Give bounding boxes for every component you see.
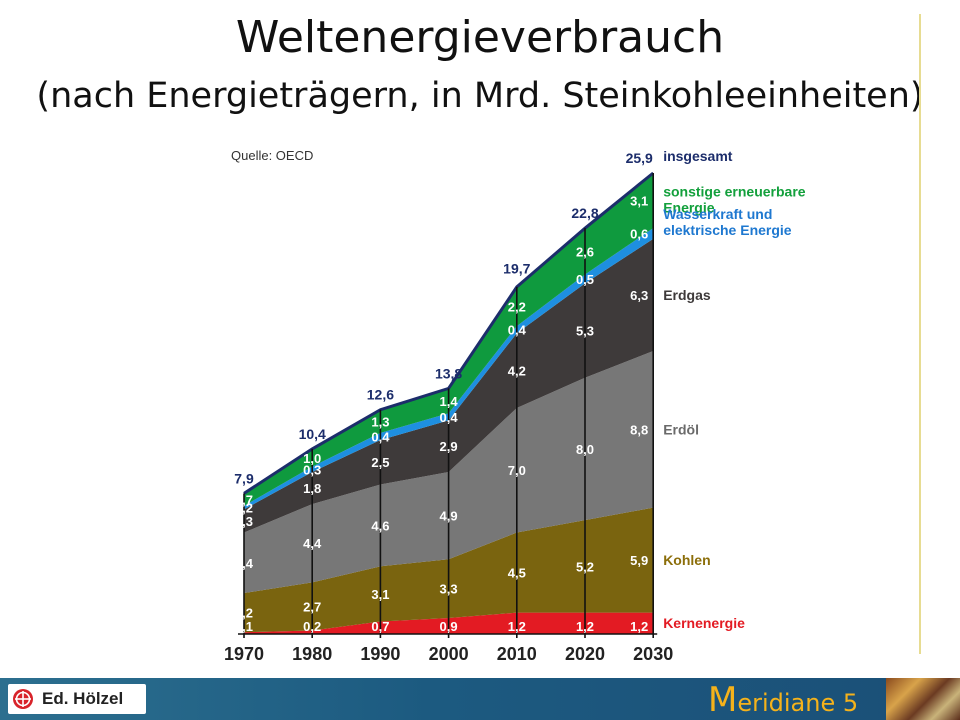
value-label-4-1970: 0,2 <box>235 501 253 516</box>
x-tick-2010: 2010 <box>497 644 537 664</box>
value-label-4-2030: 0,6 <box>630 227 648 242</box>
chart-subtitle: (nach Energieträgern, in Mrd. Steinkohle… <box>36 76 924 116</box>
year-separators <box>238 173 658 638</box>
value-label-5-1980: 1,0 <box>303 451 321 466</box>
legend-entry-3-0: Erdgas <box>663 287 711 303</box>
chart-title: Weltenergieverbrauch <box>235 12 725 63</box>
x-axis-ticks: 1970 1980 1990 2000 2010 2020 2030 <box>224 644 673 664</box>
x-tick-2000: 2000 <box>429 644 469 664</box>
publisher-name: Ed. Hölzel <box>42 689 124 708</box>
total-label-2030: 25,9 <box>626 150 653 166</box>
value-label-0-2030: 1,2 <box>630 619 648 634</box>
stacked-area-chart: Quelle: OECD 0,1 0,2 0,7 0,9 1,2 1,2 1,22,2 2,7… <box>224 148 806 664</box>
total-label-2000: 13,8 <box>435 365 462 381</box>
footer-bar: Ed. Hölzel Meridiane 5 <box>0 678 960 720</box>
value-label-5-2000: 1,4 <box>440 394 459 409</box>
value-label-3-2010: 4,2 <box>508 364 526 379</box>
value-label-1-2000: 3,3 <box>440 582 458 597</box>
legend-entry-5-0: Kohlen <box>663 552 710 568</box>
value-label-4-1990: 0,4 <box>371 429 390 444</box>
value-label-1-1990: 3,1 <box>371 587 389 602</box>
total-label-1990: 12,6 <box>367 387 394 403</box>
value-label-1-2020: 5,2 <box>576 559 594 574</box>
legend-entry-2-1: elektrische Energie <box>663 222 792 238</box>
value-label-3-1970: 1,3 <box>235 514 253 529</box>
value-label-0-2010: 1,2 <box>508 619 526 634</box>
brand-name: eridiane 5 <box>737 689 859 717</box>
slide-border-line <box>919 14 921 654</box>
value-label-0-1980: 0,2 <box>303 619 321 634</box>
legend-entry-4-0: Erdöl <box>663 421 699 437</box>
value-label-0-2020: 1,2 <box>576 619 594 634</box>
area-erdgas <box>244 238 654 533</box>
value-label-4-2020: 0,5 <box>576 272 594 287</box>
value-labels: 0,1 0,2 0,7 0,9 1,2 1,2 1,22,2 2,73,1 3,34,5 5,2 5… <box>235 194 648 634</box>
value-label-3-2030: 6,3 <box>630 288 648 303</box>
value-label-2-1970: 3,4 <box>235 556 254 571</box>
x-tick-2020: 2020 <box>565 644 605 664</box>
brand-initial: M <box>708 680 738 720</box>
value-label-2-2020: 8,0 <box>576 442 594 457</box>
x-tick-1980: 1980 <box>292 644 332 664</box>
x-tick-1990: 1990 <box>360 644 400 664</box>
value-label-3-1990: 2,5 <box>371 455 389 470</box>
legend-entry-2-0: Wasserkraft und <box>663 206 772 222</box>
total-label-1970: 7,9 <box>234 470 254 486</box>
value-label-5-2030: 3,1 <box>630 194 648 209</box>
legend-entry-0-0: insgesamt <box>663 148 733 164</box>
x-tick-2030: 2030 <box>633 644 673 664</box>
value-label-3-1980: 1,8 <box>303 481 321 496</box>
legend: insgesamt sonstige erneuerbareEnergieWass… <box>663 148 806 631</box>
legend-entry-1-1: Energie <box>663 200 715 216</box>
value-label-2-1990: 4,6 <box>371 518 389 533</box>
total-label-2010: 19,7 <box>503 260 530 276</box>
source-label: Quelle: OECD <box>231 148 313 163</box>
legend-entry-6-0: Kernenergie <box>663 615 745 631</box>
value-label-2-2010: 7,0 <box>508 463 526 478</box>
value-label-1-2010: 4,5 <box>508 566 526 581</box>
footer-decoration-image <box>886 678 960 720</box>
series-brand: Meridiane 5 <box>708 680 858 720</box>
value-label-1-2030: 5,9 <box>630 553 648 568</box>
legend-entry-1-0: sonstige erneuerbare <box>663 184 806 200</box>
value-label-4-1980: 0,3 <box>303 462 321 477</box>
value-label-5-2020: 2,6 <box>576 244 594 259</box>
publisher-logo: Ed. Hölzel <box>8 684 146 714</box>
value-label-4-2010: 0,4 <box>508 323 527 338</box>
value-label-5-1990: 1,3 <box>371 414 389 429</box>
value-label-0-1970: 0,1 <box>235 619 253 634</box>
value-label-2-1980: 4,4 <box>303 536 322 551</box>
value-label-0-1990: 0,7 <box>371 619 389 634</box>
value-label-5-2010: 2,2 <box>508 299 526 314</box>
area-wasserkraft-und-elektrische-energie <box>244 228 654 510</box>
total-label-2020: 22,8 <box>571 205 598 221</box>
value-label-1-1970: 2,2 <box>235 606 253 621</box>
value-label-4-2000: 0,4 <box>440 410 459 425</box>
value-label-2-2030: 8,8 <box>630 422 648 437</box>
publisher-emblem-icon <box>13 689 33 709</box>
x-tick-1970: 1970 <box>224 644 264 664</box>
value-label-3-2020: 5,3 <box>576 324 594 339</box>
value-label-1-1980: 2,7 <box>303 599 321 614</box>
value-label-3-2000: 2,9 <box>440 439 458 454</box>
value-label-5-1970: 0,7 <box>235 493 253 508</box>
total-label-1980: 10,4 <box>299 426 326 442</box>
value-label-0-2000: 0,9 <box>440 619 458 634</box>
value-label-2-2000: 4,9 <box>440 509 458 524</box>
total-labels: 7,9 10,4 12,6 13,8 19,7 22,8 25,9 <box>234 150 653 486</box>
